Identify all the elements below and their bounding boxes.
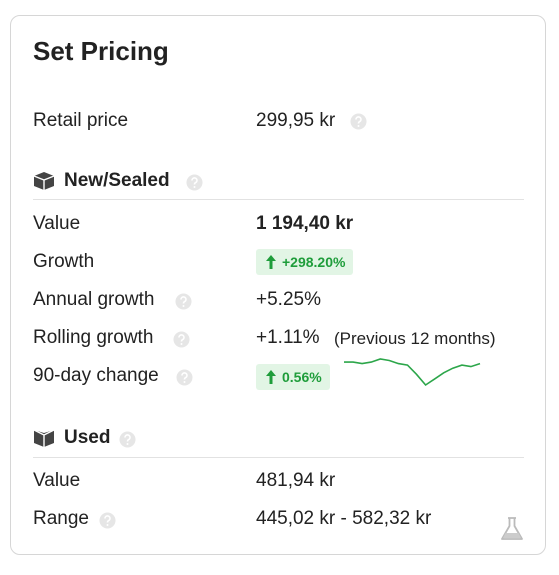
- row-note: (Previous 12 months): [334, 329, 496, 348]
- pricing-card: [10, 15, 546, 555]
- box-icon: [33, 172, 55, 190]
- row-label: Growth: [33, 251, 95, 272]
- up-arrow: [266, 370, 276, 384]
- help-icon[interactable]: [350, 113, 367, 130]
- change-badge: 0.56%: [256, 364, 330, 390]
- row-value: 1 194,40 kr: [256, 213, 354, 234]
- row-label: Value: [33, 213, 81, 234]
- section-title: New/Sealed: [64, 170, 170, 191]
- growth-badge: +298.20%: [256, 249, 354, 275]
- card-title: Set Pricing: [33, 36, 169, 66]
- help-icon[interactable]: [175, 293, 192, 310]
- row-label: Retail price: [33, 110, 129, 131]
- row-value: 445,02 kr - 582,32 kr: [256, 508, 432, 529]
- help-icon[interactable]: [186, 174, 203, 191]
- row-label: Value: [33, 470, 81, 491]
- section-title: Used: [64, 427, 111, 448]
- divider: [33, 457, 524, 458]
- badge-text: +298.20%: [282, 254, 346, 270]
- help-icon[interactable]: [99, 512, 116, 529]
- sparkline-line: [344, 358, 481, 387]
- row-label: Range: [33, 508, 89, 529]
- flask-icon[interactable]: [500, 516, 524, 542]
- badge-text: 0.56%: [282, 369, 322, 385]
- up-arrow: [266, 255, 276, 269]
- help-icon[interactable]: [173, 331, 190, 348]
- row-label: Rolling growth: [33, 327, 154, 348]
- row-value: 481,94 kr: [256, 470, 336, 491]
- divider: [33, 199, 524, 200]
- row-value: +5.25%: [256, 289, 321, 310]
- row-value: +1.11%: [256, 327, 320, 348]
- sparkline: [344, 358, 481, 387]
- help-icon[interactable]: [119, 431, 136, 448]
- open-box-icon: [33, 429, 55, 447]
- help-icon[interactable]: [176, 369, 193, 386]
- row-label: 90-day change: [33, 365, 159, 386]
- row-value: 299,95 kr: [256, 110, 336, 131]
- row-label: Annual growth: [33, 289, 155, 310]
